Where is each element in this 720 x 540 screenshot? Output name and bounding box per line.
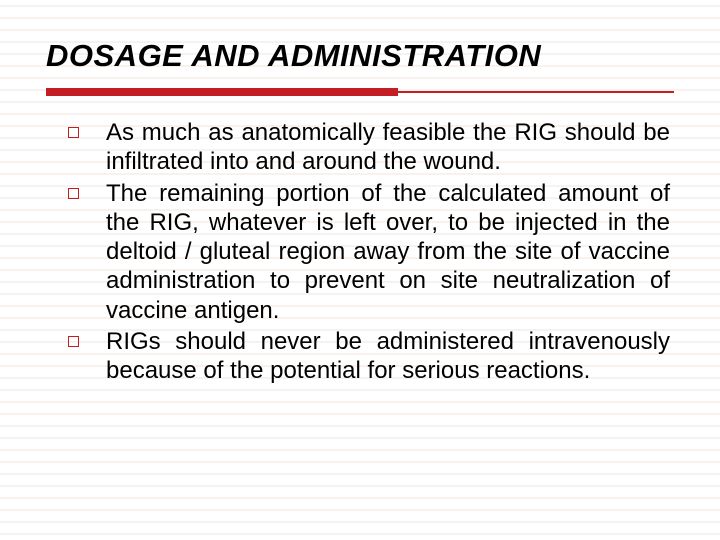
- list-item: As much as anatomically feasible the RIG…: [66, 118, 670, 177]
- bullet-list: As much as anatomically feasible the RIG…: [46, 118, 674, 385]
- bullet-marker: [66, 179, 106, 199]
- title-underline-thin: [398, 91, 674, 93]
- bullet-marker: [66, 118, 106, 138]
- list-item: RIGs should never be administered intrav…: [66, 327, 670, 386]
- title-underline: [46, 88, 674, 96]
- list-item: The remaining portion of the calculated …: [66, 179, 670, 325]
- square-outline-icon: [68, 127, 79, 138]
- bullet-text: As much as anatomically feasible the RIG…: [106, 118, 670, 177]
- bullet-text: RIGs should never be administered intrav…: [106, 327, 670, 386]
- square-outline-icon: [68, 336, 79, 347]
- bullet-text: The remaining portion of the calculated …: [106, 179, 670, 325]
- bullet-marker: [66, 327, 106, 347]
- title-underline-thick: [46, 88, 398, 96]
- slide-title: DOSAGE AND ADMINISTRATION: [46, 38, 674, 74]
- square-outline-icon: [68, 188, 79, 199]
- slide: DOSAGE AND ADMINISTRATION As much as ana…: [0, 0, 720, 540]
